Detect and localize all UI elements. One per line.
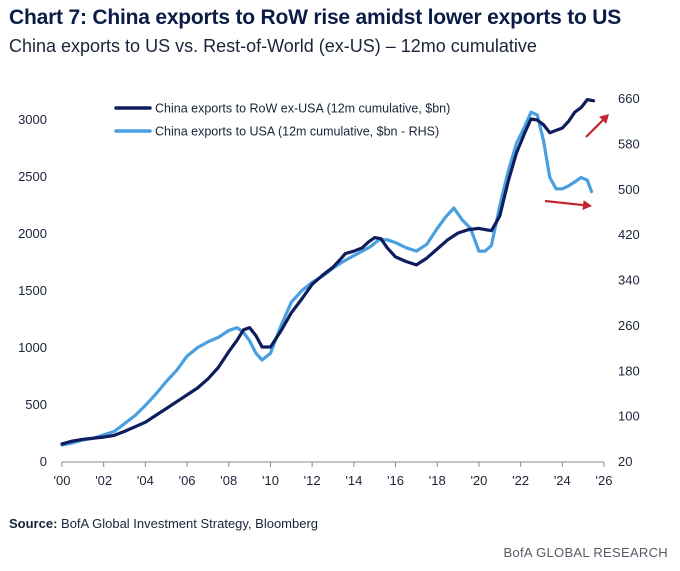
x-tick-label: '06: [179, 473, 196, 488]
x-tick-label: '10: [262, 473, 279, 488]
chart-title: Chart 7: China exports to RoW rise amids…: [9, 6, 622, 29]
x-tick-label: '14: [345, 473, 362, 488]
left-axis-tick-label: 3000: [18, 112, 47, 127]
x-tick-label: '08: [220, 473, 237, 488]
right-axis-tick-label: 340: [618, 273, 640, 288]
x-tick-label: '00: [54, 473, 71, 488]
series-line-usa: [60, 110, 594, 447]
right-axis-tick-label: 420: [618, 227, 640, 242]
x-tick-label: '16: [387, 473, 404, 488]
x-tick-label: '12: [304, 473, 321, 488]
legend-label: China exports to USA (12m cumulative, $b…: [155, 125, 439, 139]
right-axis-tick-label: 660: [618, 91, 640, 106]
left-axis-tick-label: 500: [25, 397, 47, 412]
x-tick-label: '26: [596, 473, 613, 488]
left-axis-tick-label: 2000: [18, 226, 47, 241]
legend-label: China exports to RoW ex-USA (12m cumulat…: [155, 102, 450, 116]
chart-subtitle: China exports to US vs. Rest-of-World (e…: [9, 36, 537, 56]
down-arrow-annotation: [544, 199, 592, 210]
right-axis-tick-label: 100: [618, 409, 640, 424]
x-tick-label: '24: [554, 473, 571, 488]
right-axis-tick-label: 580: [618, 136, 640, 151]
x-tick-label: '22: [512, 473, 529, 488]
x-tick-label: '04: [137, 473, 154, 488]
series-line-row-ex-usa: [60, 98, 596, 446]
left-axis-tick-label: 1500: [18, 283, 47, 298]
x-tick-label: '20: [470, 473, 487, 488]
right-axis-tick-label: 20: [618, 454, 632, 469]
right-axis-tick-label: 500: [618, 182, 640, 197]
right-axis-tick-label: 180: [618, 363, 640, 378]
left-axis-tick-label: 0: [40, 454, 47, 469]
left-axis-tick-label: 1000: [18, 340, 47, 355]
footer-brand: BofA GLOBAL RESEARCH: [503, 545, 668, 560]
x-tick-label: '18: [429, 473, 446, 488]
left-axis-tick-label: 2500: [18, 169, 47, 184]
right-axis-tick-label: 260: [618, 318, 640, 333]
x-tick-label: '02: [95, 473, 112, 488]
up-arrow-annotation: [585, 114, 609, 138]
source-note: Source: BofA Global Investment Strategy,…: [9, 516, 319, 531]
